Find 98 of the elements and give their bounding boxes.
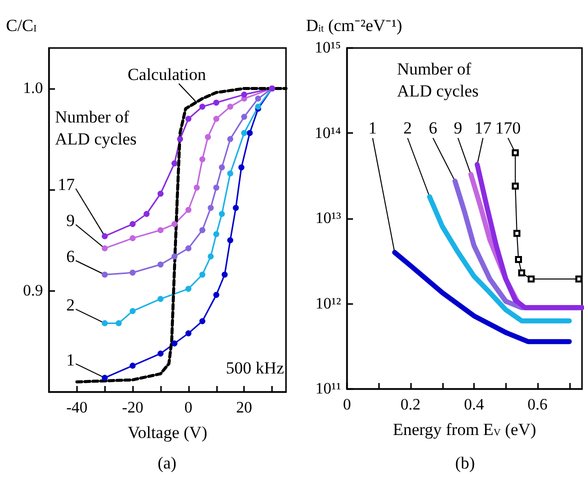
y-tick-label: 10¹³ [315, 210, 342, 227]
y-tick-label: 10¹² [315, 295, 342, 312]
point [241, 114, 248, 120]
point [116, 320, 122, 326]
point [575, 276, 582, 283]
x-tick-label: 0.6 [528, 396, 548, 414]
series-label: 1 [66, 350, 75, 370]
point [222, 272, 228, 278]
series-label: 6 [66, 247, 75, 266]
y-axis-title: C/CI [6, 16, 37, 35]
point [102, 233, 108, 240]
point [130, 221, 136, 228]
point [185, 245, 192, 252]
point [185, 286, 192, 292]
point [208, 204, 214, 211]
point [246, 130, 253, 136]
point [102, 245, 108, 252]
annotation: Calculation [128, 65, 206, 84]
point [227, 170, 234, 176]
point [158, 350, 164, 357]
point [213, 184, 220, 191]
point [199, 156, 206, 162]
point [218, 164, 225, 170]
text: 9 [454, 118, 462, 138]
point [199, 318, 206, 324]
point [130, 308, 136, 314]
text: (a) [158, 454, 176, 472]
point [130, 235, 136, 242]
point [185, 206, 192, 213]
point [528, 276, 535, 283]
x-tick-label: 0.4 [464, 396, 484, 414]
point [227, 237, 234, 244]
point [171, 340, 178, 346]
point [158, 262, 164, 268]
point [177, 136, 184, 142]
point [199, 227, 206, 234]
x-axis-title: Energy from EV (eV) [392, 420, 536, 439]
text: (b) [455, 454, 475, 472]
point [158, 296, 164, 302]
point [232, 204, 239, 211]
y-tick-label: 10¹⁵ [314, 40, 341, 56]
point [513, 230, 520, 237]
point [194, 184, 200, 191]
text: 6 [428, 118, 438, 138]
y-tick-label: 10¹⁴ [314, 124, 342, 142]
point [241, 130, 248, 136]
point [171, 160, 178, 166]
point [512, 182, 519, 190]
point [227, 136, 234, 142]
series-label: 17 [474, 118, 492, 138]
series-label: 2 [66, 296, 75, 315]
text: 1 [368, 118, 377, 138]
x-tick-label: 0 [184, 400, 192, 416]
x-tick-label: -40 [66, 400, 88, 416]
point [144, 210, 150, 217]
point [227, 104, 234, 110]
point [199, 272, 206, 278]
y-tick-label: 1.0 [23, 80, 43, 97]
point [213, 292, 220, 298]
point [512, 149, 519, 156]
x-tick-label: 20 [236, 400, 252, 416]
y-tick-label: 0.9 [23, 282, 43, 300]
text: 17 [58, 175, 76, 194]
point [208, 253, 214, 260]
series-label: 170 [495, 118, 521, 138]
point [185, 330, 192, 336]
annotation: 500 kHz [226, 358, 284, 378]
point [213, 100, 220, 106]
x-tick-label: 0.2 [400, 396, 421, 414]
point [255, 96, 262, 102]
point [171, 253, 178, 260]
point [241, 92, 248, 98]
x-tick-label: 0 [343, 396, 351, 414]
x-axis-title: Voltage (V) [128, 423, 208, 442]
point [204, 134, 211, 140]
text: 2 [403, 118, 412, 138]
point [171, 221, 178, 228]
point [158, 190, 164, 197]
y-tick-label: 10¹¹ [315, 380, 342, 398]
point [213, 116, 220, 122]
point [130, 270, 136, 276]
y-axis-title: Dit (cm⁻²eV⁻¹) [306, 16, 402, 35]
series-label: 9 [66, 211, 75, 230]
annotation: Number of ALD cycles [397, 60, 479, 100]
point [102, 272, 108, 278]
point [102, 374, 108, 381]
point [514, 256, 522, 264]
x-tick-label: -20 [122, 400, 144, 416]
point [213, 231, 220, 238]
point [130, 362, 136, 369]
point [185, 116, 192, 122]
point [199, 104, 206, 110]
point [158, 227, 164, 234]
point [218, 210, 225, 217]
annotation: Number of ALD cycles [55, 108, 137, 148]
point [518, 269, 526, 276]
point [102, 320, 108, 326]
point [238, 164, 244, 170]
